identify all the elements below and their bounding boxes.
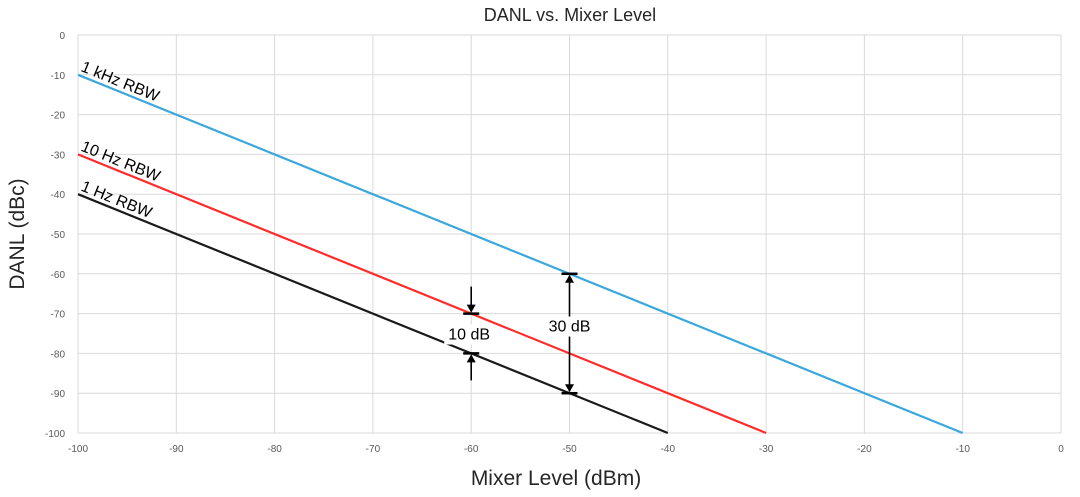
x-tick-label: -70 [366,444,381,455]
annotation-arrow-top-1 [565,274,574,283]
annotations: 10 dB 30 dB [444,272,595,395]
y-tick-label: -10 [51,71,66,82]
series-line-1 [77,153,767,435]
y-tick-label: -80 [51,349,66,360]
annotation-label-bg-1 [544,316,595,337]
series-line-0 [77,73,964,435]
y-tick-label: -50 [51,230,66,241]
x-axis-label: Mixer Level (dBm) [471,467,641,490]
y-axis-label: DANL (dBc) [6,178,29,289]
annotation-label-0: 10 dB [448,327,490,344]
tick-labels: -100 -90 -80 -70 -60 -50 -40 -30 -20 -10 00-10-20-… [45,31,1064,455]
annotation-arrow-top-0 [466,304,476,313]
x-tick-label: -20 [857,444,872,455]
x-tick-label: 0 [1058,444,1064,455]
series-label-1: 10 Hz RBW [78,138,163,185]
annotation-label-1: 30 dB [549,319,591,336]
x-tick-label: -10 [955,444,970,455]
series-label-0: 1 kHz RBW [78,59,162,106]
chart-title: DANL vs. Mixer Level [484,5,656,25]
x-tick-label: -100 [68,444,88,455]
y-tick-label: 0 [59,31,65,42]
y-tick-label: -30 [51,150,66,161]
y-tick-label: -90 [51,389,66,400]
y-tick-label: -40 [51,190,66,201]
x-tick-label: -30 [759,444,774,455]
y-tick-label: -20 [51,111,66,122]
annotation-arrow-bottom-1 [565,384,574,393]
y-tick-label: -60 [51,270,66,281]
x-tick-label: -80 [267,444,282,455]
x-tick-label: -50 [562,444,577,455]
x-tick-label: -90 [169,444,184,455]
annotation-label-bg-0 [444,324,495,345]
x-tick-label: -40 [661,444,676,455]
y-tick-label: -70 [51,310,66,321]
x-tick-label: -60 [464,444,479,455]
annotation-arrow-bottom-0 [466,354,476,363]
y-tick-label: -100 [45,429,65,440]
